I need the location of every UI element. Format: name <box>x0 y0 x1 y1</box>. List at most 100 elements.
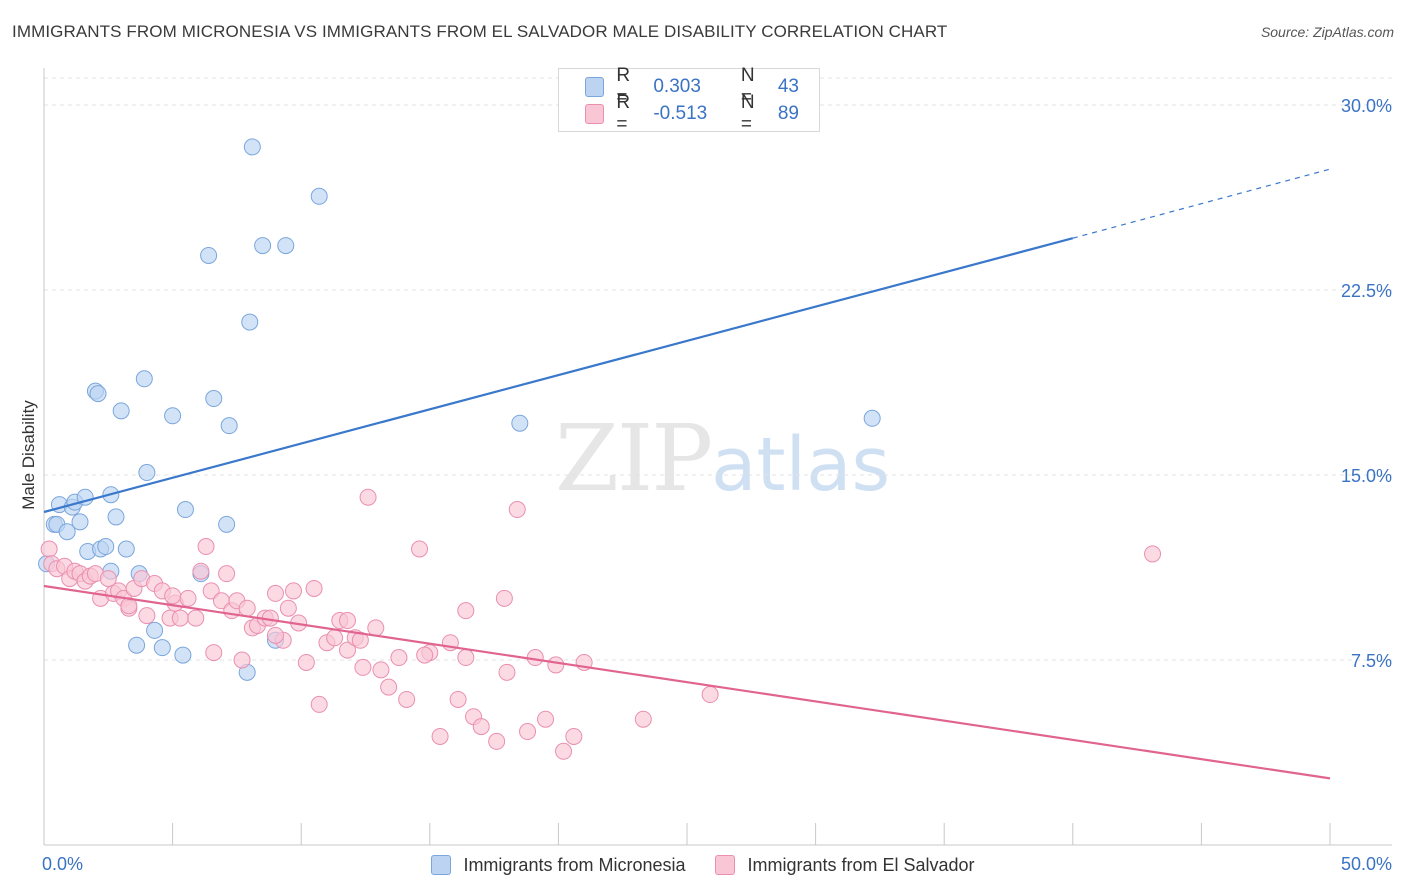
legend-r-value: -0.513 <box>653 103 708 124</box>
data-point-el-salvador <box>192 562 210 580</box>
data-point-el-salvador <box>508 501 526 519</box>
data-point-el-salvador <box>1144 545 1162 563</box>
data-point-micronesia <box>176 501 194 519</box>
data-point-el-salvador <box>338 612 356 630</box>
data-point-el-salvador <box>411 540 429 558</box>
trend-line-extension-micronesia <box>1072 168 1331 239</box>
data-point-micronesia <box>220 417 238 435</box>
data-point-el-salvador <box>279 599 297 617</box>
data-point-el-salvador <box>367 619 385 637</box>
y-tick-label: 7.5% <box>1351 651 1392 671</box>
legend-row-el-salvador: R = -0.513 N = 89 <box>585 92 819 135</box>
y-tick-label: 22.5% <box>1341 281 1392 301</box>
data-point-micronesia <box>254 237 272 255</box>
data-point-micronesia <box>164 407 182 425</box>
data-point-el-salvador <box>555 742 573 760</box>
data-point-micronesia <box>138 464 156 482</box>
legend-n-value: 43 <box>777 76 799 97</box>
data-point-micronesia <box>117 540 135 558</box>
data-point-micronesia <box>200 246 218 264</box>
data-point-micronesia <box>128 636 146 654</box>
legend-n-value: 89 <box>777 103 799 124</box>
legend-n-label: N = <box>740 92 755 135</box>
data-point-micronesia <box>511 414 529 432</box>
data-point-micronesia <box>218 515 236 533</box>
data-point-el-salvador <box>547 656 565 674</box>
data-point-el-salvador <box>488 732 506 750</box>
watermark-atlas: atlas <box>711 422 890 508</box>
data-point-el-salvador <box>565 727 583 745</box>
data-point-micronesia <box>146 621 164 639</box>
data-point-el-salvador <box>326 629 344 647</box>
data-point-micronesia <box>89 385 107 403</box>
data-point-micronesia <box>243 138 261 156</box>
data-point-el-salvador <box>179 589 197 607</box>
data-point-micronesia <box>310 187 328 205</box>
legend-row-micronesia: R = 0.303 N = 43 <box>585 65 819 108</box>
legend-r-label: R = <box>616 92 631 135</box>
y-axis-label: Male Disability <box>19 400 38 510</box>
data-point-el-salvador <box>416 646 434 664</box>
chart-title: IMMIGRANTS FROM MICRONESIA VS IMMIGRANTS… <box>12 22 948 41</box>
legend-swatch-pink <box>585 104 605 124</box>
data-point-el-salvador <box>457 602 475 620</box>
x-tick-label: 0.0% <box>42 854 83 874</box>
data-point-micronesia <box>153 639 171 657</box>
data-point-micronesia <box>135 370 153 388</box>
data-point-el-salvador <box>171 609 189 627</box>
data-point-el-salvador <box>495 589 513 607</box>
data-point-el-salvador <box>359 488 377 506</box>
legend-n-label: N = <box>740 65 755 108</box>
y-tick-label: 30.0% <box>1341 96 1392 116</box>
data-point-el-salvador <box>498 663 516 681</box>
data-point-el-salvador <box>164 587 182 605</box>
watermark: ZIPatlas <box>555 405 890 512</box>
legend-label-el-salvador: Immigrants from El Salvador <box>747 854 975 875</box>
data-point-el-salvador <box>390 649 408 667</box>
legend-item-micronesia: Immigrants from Micronesia <box>431 855 685 876</box>
data-point-micronesia <box>107 508 125 526</box>
data-point-el-salvador <box>431 727 449 745</box>
data-point-el-salvador <box>537 710 555 728</box>
trend-line-micronesia <box>43 237 1074 514</box>
series-legend: Immigrants from Micronesia Immigrants fr… <box>0 851 1406 879</box>
y-tick-label: 15.0% <box>1341 466 1392 486</box>
data-point-el-salvador <box>398 690 416 708</box>
data-point-el-salvador <box>284 582 302 600</box>
data-point-micronesia <box>863 409 881 427</box>
data-point-el-salvador <box>205 644 223 662</box>
legend-r-value: 0.303 <box>653 76 701 97</box>
watermark-zip: ZIP <box>555 405 713 512</box>
data-point-el-salvador <box>218 565 236 583</box>
legend-swatch-blue <box>585 77 605 97</box>
data-point-el-salvador <box>305 579 323 597</box>
data-point-el-salvador <box>701 686 719 704</box>
data-point-el-salvador <box>457 649 475 667</box>
data-point-el-salvador <box>354 658 372 676</box>
data-point-el-salvador <box>266 584 284 602</box>
data-point-micronesia <box>241 313 259 331</box>
x-tick-label: 50.0% <box>1341 854 1392 874</box>
data-point-micronesia <box>112 402 130 420</box>
legend-r-label: R = <box>616 65 631 108</box>
correlation-legend: R = 0.303 N = 43 R = -0.513 N = 89 <box>558 65 820 135</box>
data-point-el-salvador <box>197 538 215 556</box>
data-point-el-salvador <box>202 582 220 600</box>
data-point-el-salvador <box>449 690 467 708</box>
data-point-el-salvador <box>40 540 58 558</box>
trend-line-el-salvador <box>43 584 1331 780</box>
data-point-micronesia <box>174 646 192 664</box>
legend-label-micronesia: Immigrants from Micronesia <box>463 854 686 875</box>
data-point-el-salvador <box>372 661 390 679</box>
source-label: Source: ZipAtlas.com <box>1260 24 1394 40</box>
data-point-micronesia <box>97 538 115 556</box>
data-point-el-salvador <box>138 607 156 625</box>
data-point-el-salvador <box>472 718 490 736</box>
data-point-el-salvador <box>187 609 205 627</box>
data-point-micronesia <box>205 390 223 408</box>
legend-swatch-blue <box>431 855 452 875</box>
data-point-micronesia <box>71 513 89 531</box>
data-point-el-salvador <box>380 678 398 696</box>
data-point-micronesia <box>58 523 76 541</box>
data-point-el-salvador <box>310 695 328 713</box>
